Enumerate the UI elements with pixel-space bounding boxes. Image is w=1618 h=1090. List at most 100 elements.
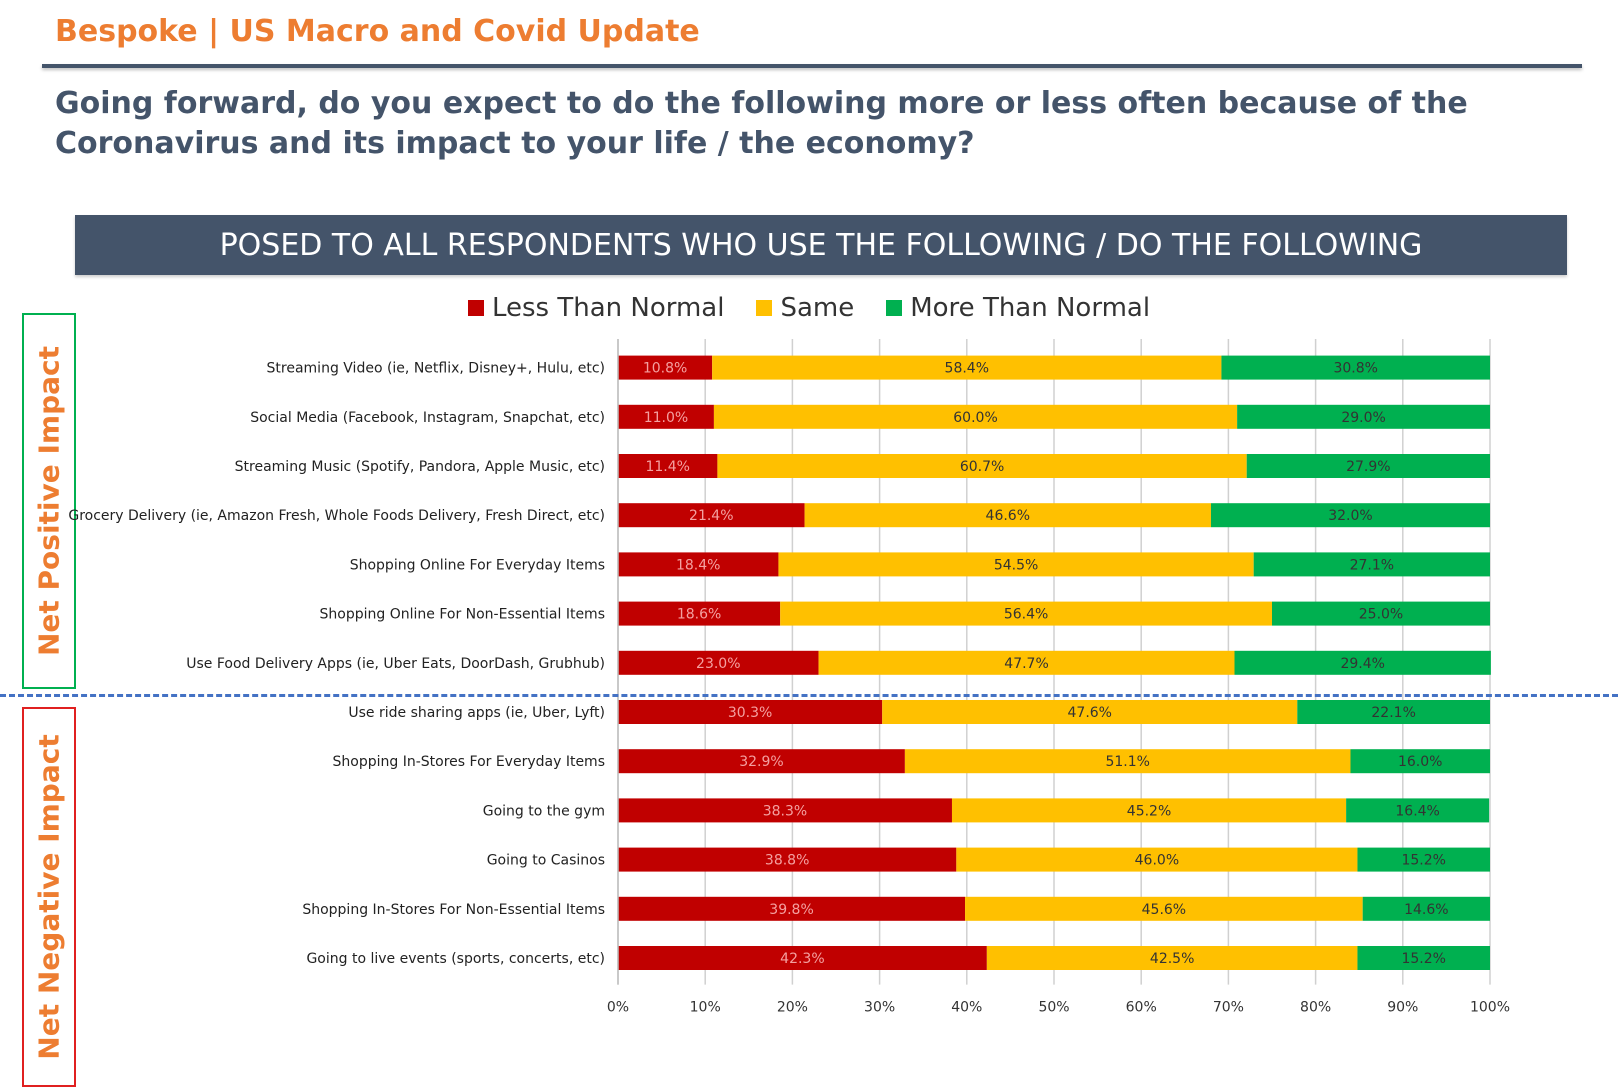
x-tick-label: 60% [1126,1000,1157,1016]
data-label: 60.7% [960,459,1004,475]
impact-divider-line [0,694,1618,697]
data-label: 51.1% [1105,754,1149,770]
bar-segment [778,552,1254,577]
x-tick-label: 30% [864,1000,895,1016]
category-label: Streaming Video (ie, Netflix, Disney+, H… [267,361,605,377]
data-label: 11.4% [645,459,689,475]
data-label: 21.4% [689,508,733,524]
bar-segment [618,946,987,970]
bar-segment [618,749,905,774]
chart-legend: Less Than Normal Same More Than Normal [0,293,1618,323]
bar-segment [618,552,779,577]
x-tick-label: 50% [1038,1000,1069,1016]
data-label: 45.2% [1127,803,1171,819]
data-label: 46.6% [986,508,1030,524]
bar-segment [1357,946,1490,970]
data-label: 46.0% [1135,853,1179,869]
data-label: 56.4% [1004,607,1048,623]
data-label: 32.9% [739,754,783,770]
category-label: Shopping Online For Non-Essential Items [320,607,605,623]
data-label: 23.0% [696,656,740,672]
data-label: 27.9% [1346,459,1390,475]
data-label: 47.7% [1004,656,1048,672]
bar-segment [904,749,1351,774]
category-label: Grocery Delivery (ie, Amazon Fresh, Whol… [68,508,605,524]
data-label: 27.1% [1350,557,1394,573]
data-label: 32.0% [1328,508,1372,524]
data-label: 18.6% [677,607,721,623]
bar-segment [618,404,714,429]
legend-item-more: More Than Normal [886,293,1150,323]
category-label: Going to the gym [483,803,605,819]
bar-segment [1253,552,1490,577]
data-label: 18.4% [676,557,720,573]
x-tick-label: 70% [1213,1000,1244,1016]
bar-segment [1297,700,1490,724]
category-label: Use ride sharing apps (ie, Uber, Lyft) [348,705,605,721]
data-label: 22.1% [1371,705,1415,721]
bar-segment [780,601,1272,626]
bar-segment [713,404,1238,429]
bar-segment [951,798,1347,823]
bar-segment [1357,847,1490,872]
category-label: Shopping In-Stores For Everyday Items [333,754,605,770]
header-divider [42,64,1582,68]
x-tick-label: 0% [607,1000,629,1016]
legend-swatch-more [886,300,903,316]
category-label: Shopping In-Stores For Non-Essential Ite… [302,902,605,918]
data-label: 15.2% [1401,853,1445,869]
legend-label-less: Less Than Normal [491,293,725,323]
bar-segment [1350,749,1490,774]
bar-segment [618,798,952,823]
data-label: 29.4% [1340,656,1384,672]
x-tick-label: 80% [1300,1000,1331,1016]
bar-segment [1210,503,1490,528]
data-label: 60.0% [953,410,997,426]
legend-swatch-less [467,300,484,316]
x-tick-label: 10% [690,1000,721,1016]
bar-segment [986,946,1358,970]
data-label: 54.5% [994,557,1038,573]
bar-segment [1362,896,1490,921]
x-tick-label: 20% [777,1000,808,1016]
header-title: Bespoke | US Macro and Covid Update [55,14,700,49]
bar-segment [717,454,1247,478]
bar-segment [804,503,1211,528]
category-label: Going to live events (sports, concerts, … [306,951,605,967]
bar-segment [1272,601,1490,626]
respondent-banner: POSED TO ALL RESPONDENTS WHO USE THE FOL… [75,215,1567,275]
data-label: 29.0% [1341,410,1385,426]
data-label: 25.0% [1359,607,1403,623]
data-label: 39.8% [769,902,813,918]
net-negative-box: Net Negative Impact [22,707,76,1087]
bar-segment [1237,404,1490,429]
x-tick-label: 40% [951,1000,982,1016]
data-label: 16.4% [1395,803,1439,819]
bar-segment [882,700,1298,724]
bar-segment [618,650,819,675]
bar-segment [618,601,781,626]
bar-segment [1221,355,1490,380]
bar-segment [1234,650,1491,675]
data-label: 58.4% [945,361,989,377]
legend-label-more: More Than Normal [910,293,1151,323]
data-label: 10.8% [643,361,687,377]
category-label: Shopping Online For Everyday Items [350,557,605,573]
legend-swatch-same [756,300,773,316]
bar-segment [956,847,1358,872]
data-label: 15.2% [1401,951,1445,967]
data-label: 38.8% [765,853,809,869]
x-tick-label: 90% [1387,1000,1418,1016]
bar-segment [1246,454,1490,478]
category-label: Use Food Delivery Apps (ie, Uber Eats, D… [186,656,605,672]
stacked-bar-chart: 0% 10% 20% 30% 40% 50% 60% 70% 80% 90% 100% Streami… [68,339,1510,1016]
category-label: Going to Casinos [487,853,605,869]
data-label: 38.3% [763,803,807,819]
x-tick-label: 100% [1470,1000,1510,1016]
bar-segment [618,700,883,724]
legend-label-same: Same [780,293,855,323]
bar-segment [712,355,1222,380]
survey-question: Going forward, do you expect to do the f… [55,86,1468,161]
data-label: 45.6% [1142,902,1186,918]
legend-item-less: Less Than Normal [467,293,725,323]
